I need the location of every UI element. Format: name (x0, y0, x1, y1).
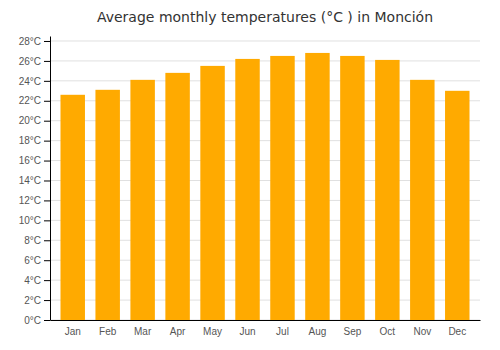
axis-line (51, 320, 481, 321)
grid-line (50, 40, 480, 41)
tick-mark (44, 280, 50, 281)
tick-label: Apr (170, 326, 186, 337)
tick-label: 14°C (19, 175, 41, 186)
tick: Jun (239, 320, 255, 337)
x-axis: Jan Feb Mar Apr May Jun Jul Aug Sep Oct Nov Dec (51, 320, 481, 337)
bar (410, 80, 434, 320)
tick: Aug (309, 320, 327, 337)
tick-label: Jun (239, 326, 255, 337)
tick-label: 2°C (24, 295, 41, 306)
tick-mark (44, 41, 50, 42)
tick-label: Jan (65, 326, 81, 337)
tick-mark (44, 200, 50, 201)
tick-label: 18°C (19, 135, 41, 146)
tick: May (203, 320, 222, 337)
tick: 4°C (24, 275, 50, 286)
tick-mark (44, 220, 50, 221)
tick-label: Jul (276, 326, 289, 337)
tick: Nov (413, 320, 431, 337)
title: Average monthly temperatures (°C ) in Mo… (97, 9, 433, 25)
tick-label: 20°C (19, 115, 41, 126)
tick: 26°C (19, 56, 50, 67)
tick-label: Mar (134, 326, 152, 337)
tick-label: Dec (448, 326, 466, 337)
tick-mark (44, 240, 50, 241)
tick: 10°C (19, 215, 50, 226)
tick: 14°C (19, 175, 50, 186)
tick-mark (44, 300, 50, 301)
tick-label: 16°C (19, 155, 41, 166)
bar (270, 56, 294, 320)
tick-label: 22°C (19, 95, 41, 106)
tick-label: May (203, 326, 222, 337)
tick-label: 6°C (24, 255, 41, 266)
bar (165, 73, 189, 320)
tick-label: Aug (309, 326, 327, 337)
chart-container: Jan Feb Mar Apr May Jun Jul Aug Sep Oct Nov Dec 0°C 2… (0, 0, 500, 350)
tick: Sep (343, 320, 361, 337)
tick: 2°C (24, 295, 50, 306)
bar (235, 59, 259, 320)
tick-label: 26°C (19, 56, 41, 67)
tick: 16°C (19, 155, 50, 166)
bar (340, 56, 364, 320)
tick-mark (44, 121, 50, 122)
tick: 22°C (19, 95, 50, 106)
tick: Feb (99, 320, 117, 337)
tick: 12°C (19, 195, 50, 206)
tick: Jan (65, 320, 81, 337)
chart: Jan Feb Mar Apr May Jun Jul Aug Sep Oct Nov Dec 0°C 2… (0, 0, 500, 350)
tick: 6°C (24, 255, 50, 266)
bar (60, 95, 84, 320)
y-axis: 0°C 2°C 4°C 6°C 8°C 10°C 12°C 14°C 16°C 18°C 20°C 2… (19, 36, 51, 326)
tick-mark (44, 61, 50, 62)
tick-mark (44, 161, 50, 162)
grid (50, 41, 480, 320)
bar (305, 53, 329, 320)
tick-label: 12°C (19, 195, 41, 206)
tick-mark (44, 141, 50, 142)
bar (200, 66, 224, 320)
tick-label: Sep (343, 326, 361, 337)
tick: Oct (380, 320, 396, 337)
tick-mark (44, 81, 50, 82)
bar (375, 60, 399, 320)
bar (130, 80, 154, 320)
tick-label: 8°C (24, 235, 41, 246)
tick: 18°C (19, 135, 50, 146)
bar (95, 90, 119, 320)
tick-mark (44, 320, 50, 321)
tick: Jul (276, 320, 289, 337)
bars (60, 53, 469, 320)
tick: 24°C (19, 76, 50, 87)
tick-label: 28°C (19, 36, 41, 47)
tick: Apr (170, 320, 186, 337)
tick: 0°C (24, 315, 50, 326)
grid-line (50, 60, 480, 61)
tick-label: 4°C (24, 275, 41, 286)
tick-label: 24°C (19, 76, 41, 87)
tick-label: Nov (413, 326, 431, 337)
tick: 20°C (19, 115, 50, 126)
tick-mark (44, 260, 50, 261)
tick-label: 10°C (19, 215, 41, 226)
tick-label: Feb (99, 326, 117, 337)
bar (445, 91, 469, 320)
tick: 28°C (19, 36, 50, 47)
tick: 8°C (24, 235, 50, 246)
tick-label: Oct (380, 326, 396, 337)
tick-mark (44, 180, 50, 181)
axis-line (50, 37, 51, 321)
tick: Dec (448, 320, 466, 337)
tick-label: 0°C (24, 315, 41, 326)
tick-mark (44, 101, 50, 102)
tick: Mar (134, 320, 152, 337)
